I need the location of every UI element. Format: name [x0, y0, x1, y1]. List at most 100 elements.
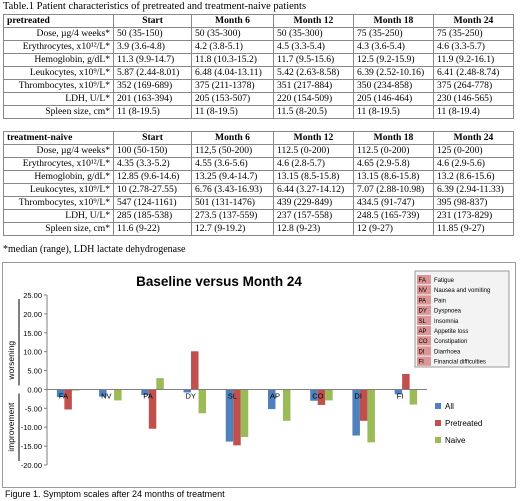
category-label: CO — [312, 391, 323, 400]
row-label: Dose, µg/4 weeks* — [3, 144, 114, 158]
table-cell: 351 (217-884) — [273, 79, 354, 93]
table-row: Leukocytes, x10⁹/L* 5.87 (2.44-8.01) 6.48 … — [3, 66, 514, 80]
bar-naive-di — [367, 389, 375, 443]
table-cell: 12.85 (9.6-14.6) — [113, 170, 192, 184]
category-label: SL — [228, 391, 237, 400]
row-label: Leukocytes, x10⁹/L* — [3, 66, 114, 80]
table-cell: 112,5 (50-200) — [191, 144, 274, 158]
abbreviation-code: SL — [419, 319, 427, 325]
column-header: Month 24 — [433, 14, 514, 28]
bar-pretreated-sl — [233, 389, 241, 446]
table-cell: 50 (35-300) — [191, 27, 274, 41]
table-cell: 13.2 (8.6-15.6) — [433, 170, 514, 184]
table-row: Leukocytes, x10⁹/L* 10 (2.78-27.55) 6.76 (… — [3, 183, 514, 197]
abbreviation-meaning: Dyspnoea — [434, 309, 462, 315]
table-cell: 4.65 (2.9-5.8) — [353, 157, 434, 171]
table-cell: 375 (211-1378) — [191, 79, 274, 93]
bar-naive-fi — [409, 389, 418, 405]
table-row: Erythrocytes, x10¹²/L* 4.35 (3.3-5.2) 4.55… — [3, 157, 514, 171]
figure-caption: Figure 1. Symptom scales after 24 months… — [5, 489, 225, 499]
table-cell: 350 (234-858) — [353, 79, 434, 93]
table-cell: 205 (146-464) — [353, 92, 434, 106]
abbreviation-code: FI — [419, 360, 425, 366]
row-label: LDH, U/L* — [3, 92, 114, 106]
bar-all-fa — [56, 389, 65, 397]
abbreviation-code: AP — [419, 329, 427, 335]
bar-naive-nv — [114, 389, 122, 401]
table-cell: 237 (157-558) — [273, 209, 354, 223]
legend-swatch — [435, 437, 441, 443]
chart-title: Baseline versus Month 24 — [136, 274, 302, 289]
table-cell: 11 (8-19.5) — [191, 105, 274, 119]
table-cell: 201 (163-394) — [113, 92, 192, 106]
abbreviation-code: DY — [419, 309, 427, 315]
category-label: PA — [143, 391, 152, 400]
row-label: Hemoglobin, g/dL* — [3, 53, 114, 67]
table-cell: 7.07 (2.88-10.98) — [353, 183, 434, 197]
column-header: Month 18 — [353, 131, 434, 145]
row-label: LDH, U/L* — [3, 209, 114, 223]
table-row: Erythrocytes, x10¹²/L* 3.9 (3.6-4.8) 4.2 (… — [3, 40, 514, 54]
table-cell: 75 (35-250) — [433, 27, 514, 41]
category-label: NV — [101, 391, 111, 400]
row-label: Leukocytes, x10⁹/L* — [3, 183, 114, 197]
group-name: treatment-naive — [3, 131, 114, 145]
bar-pretreated-co — [317, 389, 326, 405]
y-tick-label: -20.00 — [21, 461, 42, 470]
abbreviation-code-cell — [417, 336, 431, 346]
table-cell: 100 (50-150) — [113, 144, 192, 158]
table-cell: 285 (185-538) — [113, 209, 192, 223]
column-header: Start — [113, 14, 192, 28]
chart-canvas: Baseline versus Month 24 25.00 20.00 15.00… — [6, 270, 510, 470]
bar-naive-fa — [71, 389, 80, 391]
table-cell: 375 (264-778) — [433, 79, 514, 93]
worsening-label: worsening — [6, 341, 16, 381]
legend-swatch — [435, 403, 441, 409]
bar-naive-ap — [282, 389, 291, 421]
table-cell: 13.15 (8.5-15.8) — [273, 170, 354, 184]
bar-all-co — [310, 389, 318, 401]
bar-naive-pa — [156, 378, 164, 390]
table-cell: 10 (2.78-27.55) — [113, 183, 192, 197]
y-tick-label: -5.00 — [25, 404, 42, 413]
category-label: DI — [354, 391, 362, 400]
column-header: Month 12 — [273, 131, 354, 145]
abbreviation-code: FA — [419, 278, 426, 284]
table-cell: 75 (35-250) — [353, 27, 434, 41]
abbreviation-meaning: Nausea and vomiting — [434, 288, 490, 294]
table-cell: 12 (9-27) — [353, 222, 434, 236]
bar-pretreated-dy — [191, 351, 199, 390]
table-cell: 11.3 (9.9-14.7) — [113, 53, 192, 67]
legend-swatch — [435, 420, 441, 426]
table-cell: 112.5 (0-200) — [353, 144, 434, 158]
y-tick-label: 5.00 — [27, 367, 42, 376]
table-cell: 125 (0-200) — [433, 144, 514, 158]
bar-pretreated-pa — [148, 389, 157, 429]
table-cell: 501 (131-1476) — [191, 196, 274, 210]
abbreviation-meaning: Pain — [434, 298, 446, 304]
category-label: DY — [186, 391, 196, 400]
abbreviation-code-cell — [417, 346, 431, 356]
column-header: Month 12 — [273, 14, 354, 28]
abbreviation-code-cell — [417, 275, 431, 285]
table-cell: 4.55 (3.6-5.6) — [191, 157, 274, 171]
table-cell: 11.9 (9.2-16.1) — [433, 53, 514, 67]
table-cell: 11 (8-19.4) — [433, 105, 514, 119]
abbreviation-meaning: Fatigue — [434, 278, 455, 284]
table-cell: 4.6 (2.8-5.7) — [273, 157, 354, 171]
bar-naive-sl — [240, 389, 249, 438]
abbreviation-code-cell — [417, 305, 431, 315]
table-cell: 4.35 (3.3-5.2) — [113, 157, 192, 171]
row-label: Hemoglobin, g/dL* — [3, 170, 114, 184]
category-label: AP — [270, 391, 280, 400]
abbreviation-meaning: Diarrhoea — [434, 349, 461, 355]
row-label: Erythrocytes, x10¹²/L* — [3, 157, 114, 171]
abbreviation-code: NV — [419, 288, 427, 294]
bar-all-di — [352, 389, 360, 436]
table-cell: 434.5 (91-747) — [353, 196, 434, 210]
table-cell: 4.3 (3.6-5.4) — [353, 40, 434, 54]
table-cell: 547 (124-1161) — [113, 196, 192, 210]
bar-pretreated-di — [359, 389, 368, 421]
improvement-label: improvement — [6, 402, 16, 452]
table-cell: 439 (229-849) — [273, 196, 354, 210]
